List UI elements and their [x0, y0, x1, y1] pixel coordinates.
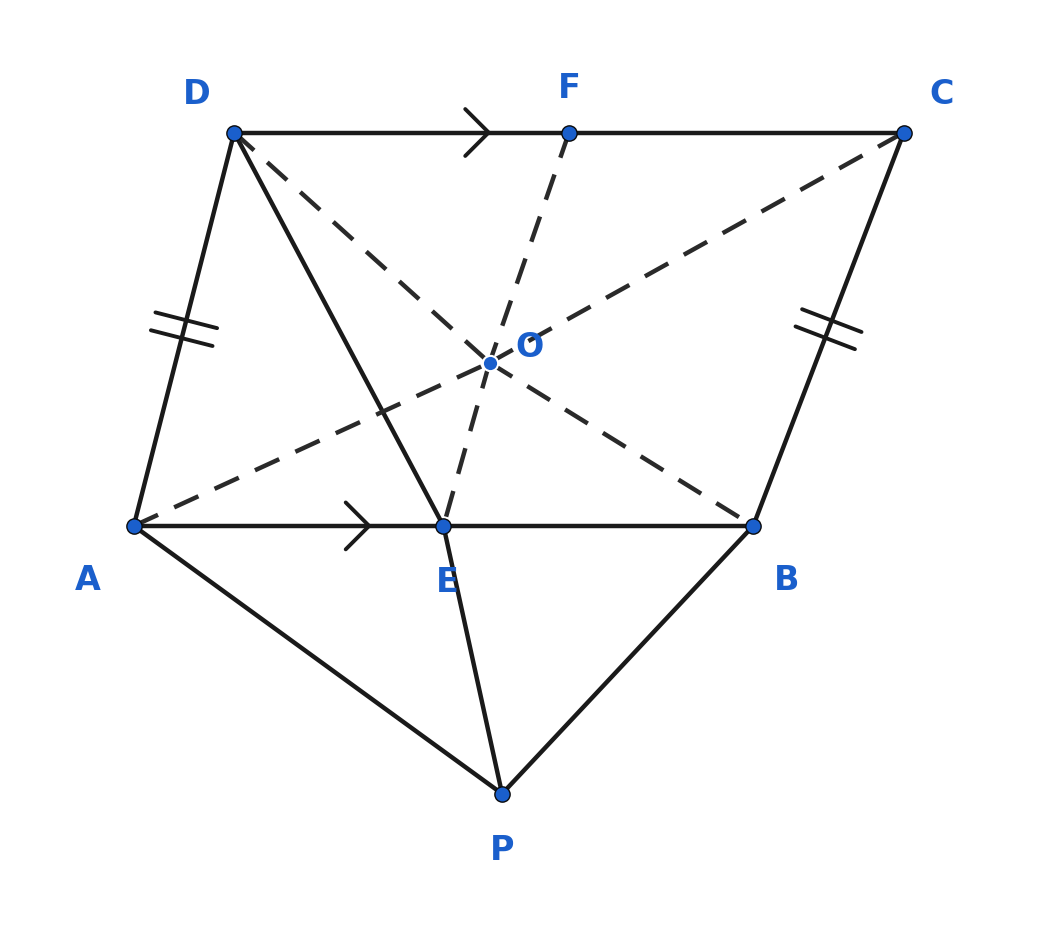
Text: D: D — [183, 78, 210, 111]
Text: B: B — [774, 564, 799, 597]
Text: O: O — [516, 331, 544, 364]
Text: F: F — [558, 73, 581, 106]
Text: A: A — [75, 564, 100, 597]
Text: P: P — [490, 835, 515, 868]
Text: C: C — [929, 78, 954, 111]
Text: E: E — [436, 567, 459, 600]
